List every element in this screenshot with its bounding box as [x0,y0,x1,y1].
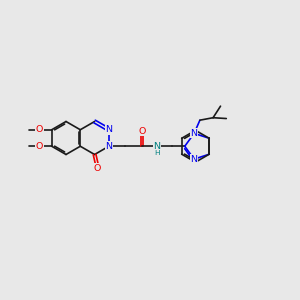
Text: O: O [36,125,43,134]
Text: O: O [93,164,101,173]
Text: H: H [154,150,160,156]
Text: O: O [138,127,146,136]
Text: N: N [190,129,198,138]
Text: N: N [105,142,112,151]
Text: N: N [105,125,112,134]
Text: O: O [36,142,43,151]
Text: N: N [153,142,160,151]
Text: N: N [190,154,198,164]
